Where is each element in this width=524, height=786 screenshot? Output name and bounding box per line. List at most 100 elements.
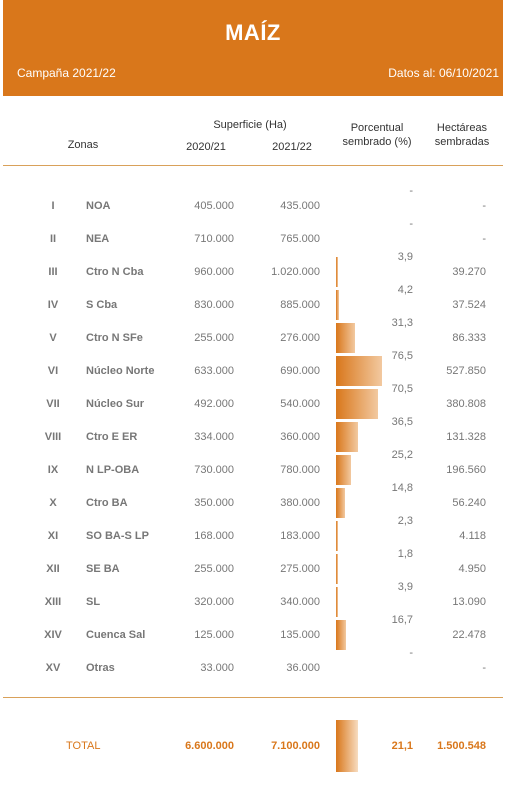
hectares-sown: 86.333 bbox=[452, 332, 486, 344]
surface-2021-22: 36.000 bbox=[286, 662, 320, 674]
zone-name: Cuenca Sal bbox=[86, 629, 146, 641]
surface-2020-21: 730.000 bbox=[194, 464, 234, 476]
column-header-sembradas: sembradas bbox=[434, 136, 490, 148]
zone-name: Ctro BA bbox=[86, 497, 128, 509]
table-row: I NOA 405.000 435.000 - - bbox=[0, 185, 524, 223]
zone-number: X bbox=[49, 497, 57, 509]
hectares-sown: 13.090 bbox=[452, 596, 486, 608]
hectares-sown: 380.808 bbox=[446, 398, 486, 410]
zone-name: SO BA-S LP bbox=[86, 530, 149, 542]
percent-sown: 2,3 bbox=[397, 515, 413, 527]
column-header-sembrado: sembrado (%) bbox=[342, 136, 412, 148]
zone-number: VII bbox=[46, 398, 60, 410]
surface-2021-22: 435.000 bbox=[280, 200, 320, 212]
total-2020-21: 6.600.000 bbox=[185, 740, 234, 752]
hectares-sown: - bbox=[482, 200, 486, 212]
percent-bar bbox=[336, 554, 338, 584]
total-divider bbox=[3, 697, 503, 698]
zone-name: Ctro E ER bbox=[86, 431, 138, 443]
surface-2020-21: 633.000 bbox=[194, 365, 234, 377]
zone-name: N LP-OBA bbox=[86, 464, 140, 476]
percent-sown: 3,9 bbox=[397, 251, 413, 263]
total-2021-22: 7.100.000 bbox=[271, 740, 320, 752]
table-row: XI SO BA-S LP 168.000 183.000 2,3 4.118 bbox=[0, 515, 524, 553]
zone-number: XIII bbox=[44, 596, 62, 608]
table-row: XIII SL 320.000 340.000 3,9 13.090 bbox=[0, 581, 524, 619]
zone-number: III bbox=[48, 266, 58, 278]
column-header-superficie: Superficie (Ha) bbox=[213, 119, 287, 131]
percent-bar bbox=[336, 290, 339, 320]
percent-sown: 31,3 bbox=[391, 317, 413, 329]
column-header-2021-22: 2021/22 bbox=[272, 141, 312, 153]
hectares-sown: 22.478 bbox=[452, 629, 486, 641]
zone-name: Núcleo Sur bbox=[86, 398, 145, 410]
header-banner: MAÍZ Campaña 2021/22 Datos al: 06/10/202… bbox=[3, 0, 503, 96]
page-title: MAÍZ bbox=[225, 20, 281, 45]
surface-2020-21: 320.000 bbox=[194, 596, 234, 608]
table-row: VIII Ctro E ER 334.000 360.000 36,5 131.328 bbox=[0, 416, 524, 454]
surface-2021-22: 135.000 bbox=[280, 629, 320, 641]
zone-number: II bbox=[49, 233, 57, 245]
table-row: III Ctro N Cba 960.000 1.020.000 3,9 39.270 bbox=[0, 251, 524, 289]
surface-2020-21: 960.000 bbox=[194, 266, 234, 278]
surface-2020-21: 405.000 bbox=[194, 200, 234, 212]
percent-sown: 16,7 bbox=[391, 614, 413, 626]
percent-bar bbox=[336, 455, 352, 485]
hectares-sown: - bbox=[482, 662, 486, 674]
surface-2020-21: 168.000 bbox=[194, 530, 234, 542]
percent-sown: - bbox=[409, 185, 413, 197]
table-row: VI Núcleo Norte 633.000 690.000 76,5 527.850 bbox=[0, 350, 524, 388]
column-header-2020-21: 2020/21 bbox=[186, 141, 226, 153]
zone-name: NEA bbox=[86, 233, 110, 245]
percent-sown: 3,9 bbox=[397, 581, 413, 593]
total-percent-bar bbox=[336, 720, 358, 772]
column-header-hectareas: Hectáreas bbox=[436, 122, 488, 134]
surface-2021-22: 275.000 bbox=[280, 563, 320, 575]
surface-2021-22: 183.000 bbox=[280, 530, 320, 542]
table-row: X Ctro BA 350.000 380.000 14,8 56.240 bbox=[0, 482, 524, 520]
zone-number: IV bbox=[47, 299, 59, 311]
surface-2020-21: 710.000 bbox=[194, 233, 234, 245]
percent-bar bbox=[336, 356, 382, 386]
data-date-label: Datos al: 06/10/2021 bbox=[388, 66, 499, 80]
total-hectares: 1.500.548 bbox=[437, 740, 486, 752]
table-row: IV S Cba 830.000 885.000 4,2 37.524 bbox=[0, 284, 524, 322]
table-row: XV Otras 33.000 36.000 - - bbox=[0, 647, 524, 685]
zone-number: VIII bbox=[44, 431, 62, 443]
column-header-zonas: Zonas bbox=[67, 139, 99, 151]
zone-name: Núcleo Norte bbox=[86, 365, 155, 377]
table-row: II NEA 710.000 765.000 - - bbox=[0, 218, 524, 256]
surface-2021-22: 885.000 bbox=[280, 299, 320, 311]
hectares-sown: 131.328 bbox=[446, 431, 486, 443]
zone-name: S Cba bbox=[86, 299, 118, 311]
column-header-porcentual: Porcentual bbox=[350, 122, 404, 134]
percent-bar bbox=[336, 422, 358, 452]
hectares-sown: 196.560 bbox=[446, 464, 486, 476]
total-row: TOTAL 6.600.000 7.100.000 21,1 1.500.548 bbox=[0, 720, 524, 772]
percent-sown: 76,5 bbox=[391, 350, 413, 362]
percent-bar bbox=[336, 587, 339, 617]
percent-sown: 1,8 bbox=[397, 548, 413, 560]
hectares-sown: 37.524 bbox=[452, 299, 486, 311]
surface-2020-21: 492.000 bbox=[194, 398, 234, 410]
table-row: XIV Cuenca Sal 125.000 135.000 16,7 22.478 bbox=[0, 614, 524, 652]
zone-name: SE BA bbox=[86, 563, 120, 575]
header-divider bbox=[3, 165, 503, 166]
percent-sown: 36,5 bbox=[391, 416, 413, 428]
zone-name: SL bbox=[86, 596, 101, 608]
campaign-label: Campaña 2021/22 bbox=[17, 66, 116, 80]
percent-sown: - bbox=[409, 218, 413, 230]
zone-number: IX bbox=[47, 464, 59, 476]
surface-2020-21: 830.000 bbox=[194, 299, 234, 311]
zone-name: Ctro N SFe bbox=[86, 332, 143, 344]
percent-bar bbox=[336, 488, 345, 518]
surface-2021-22: 765.000 bbox=[280, 233, 320, 245]
zone-number: XV bbox=[45, 662, 61, 674]
surface-2021-22: 540.000 bbox=[280, 398, 320, 410]
percent-bar bbox=[336, 620, 347, 650]
hectares-sown: - bbox=[482, 233, 486, 245]
percent-sown: 14,8 bbox=[391, 482, 413, 494]
table-row: VII Núcleo Sur 492.000 540.000 70,5 380.808 bbox=[0, 383, 524, 421]
zone-number: V bbox=[49, 332, 57, 344]
zone-number: XII bbox=[46, 563, 60, 575]
